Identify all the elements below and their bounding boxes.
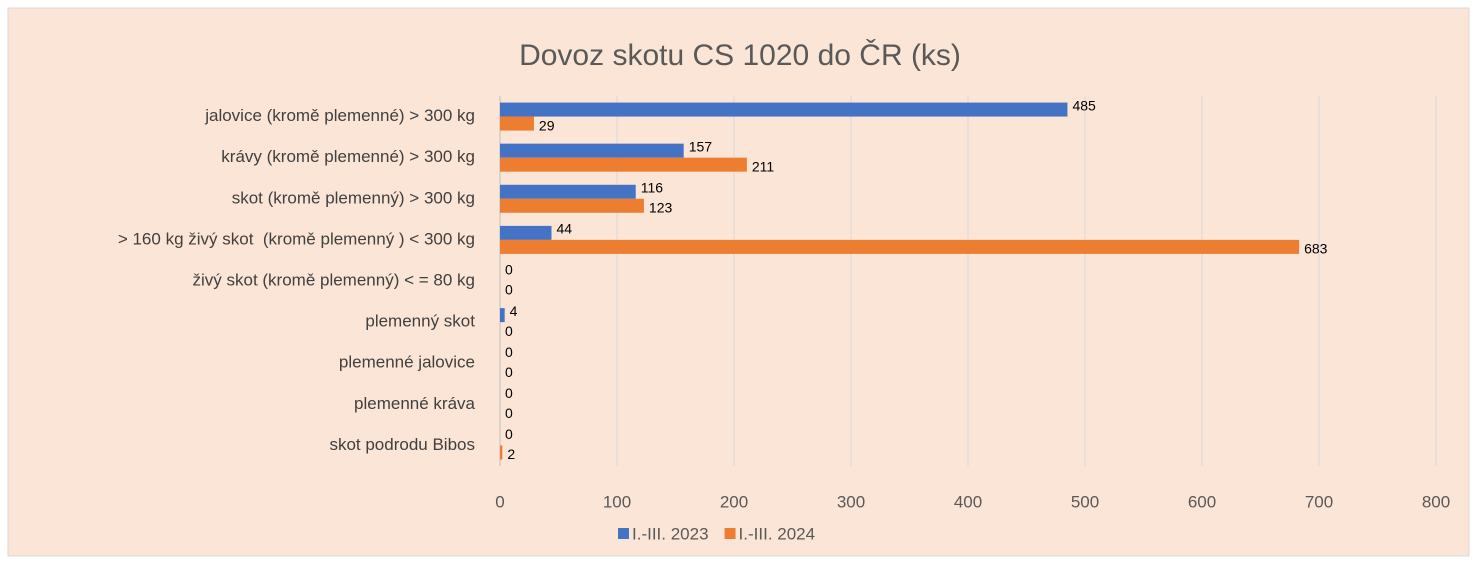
data-label: 485	[1072, 97, 1096, 113]
bar	[500, 157, 747, 172]
chart-background	[7, 7, 1470, 557]
y-tick-label: skot podrodu Bibos	[329, 435, 475, 454]
x-tick-label: 200	[720, 492, 748, 511]
data-label: 0	[505, 282, 513, 298]
x-tick-label: 500	[1071, 492, 1099, 511]
y-tick-label: skot (kromě plemenný) > 300 kg	[232, 188, 475, 207]
data-label: 44	[556, 221, 572, 237]
chart-title: Dovoz skotu CS 1020 do ČR (ks)	[519, 38, 961, 72]
data-label: 123	[649, 199, 673, 215]
legend-label: I.-III. 2024	[739, 524, 816, 543]
bar	[500, 143, 684, 158]
y-tick-label: plemenný skot	[365, 312, 475, 331]
bar	[500, 184, 636, 199]
y-tick-label: plemenné kráva	[354, 394, 476, 413]
data-label: 0	[505, 405, 513, 421]
data-label: 29	[539, 117, 555, 133]
data-label: 116	[641, 179, 664, 195]
x-tick-label: 700	[1305, 492, 1333, 511]
bar	[500, 116, 534, 131]
data-label: 0	[505, 344, 513, 360]
y-tick-label: krávy (kromě plemenné) > 300 kg	[221, 147, 475, 166]
x-tick-label: 0	[495, 492, 504, 511]
data-label: 0	[505, 385, 513, 401]
x-tick-label: 400	[954, 492, 982, 511]
data-label: 211	[752, 158, 775, 174]
y-tick-label: plemenné jalovice	[339, 353, 475, 372]
x-tick-label: 600	[1188, 492, 1216, 511]
data-label: 2	[507, 446, 515, 462]
bar	[500, 239, 1300, 254]
y-tick-label: > 160 kg živý skot (kromě plemenný ) < 3…	[118, 229, 475, 248]
data-label: 4	[510, 303, 518, 319]
data-label: 683	[1304, 241, 1328, 257]
bar	[500, 198, 644, 213]
bar	[500, 102, 1068, 117]
data-label: 0	[505, 426, 513, 442]
y-tick-label: živý skot (kromě plemenný) < = 80 kg	[192, 270, 475, 289]
bar	[500, 445, 503, 460]
bar	[500, 225, 552, 240]
data-label: 0	[505, 262, 513, 278]
bar	[500, 308, 505, 323]
legend-label: I.-III. 2023	[632, 524, 709, 543]
y-tick-label: jalovice (kromě plemenné) > 300 kg	[204, 106, 475, 125]
x-tick-label: 300	[837, 492, 865, 511]
data-label: 0	[505, 323, 513, 339]
legend-swatch	[618, 528, 629, 539]
x-tick-label: 100	[603, 492, 631, 511]
data-label: 0	[505, 364, 513, 380]
data-label: 157	[689, 138, 713, 154]
x-tick-label: 800	[1422, 492, 1450, 511]
legend-swatch	[724, 528, 736, 539]
